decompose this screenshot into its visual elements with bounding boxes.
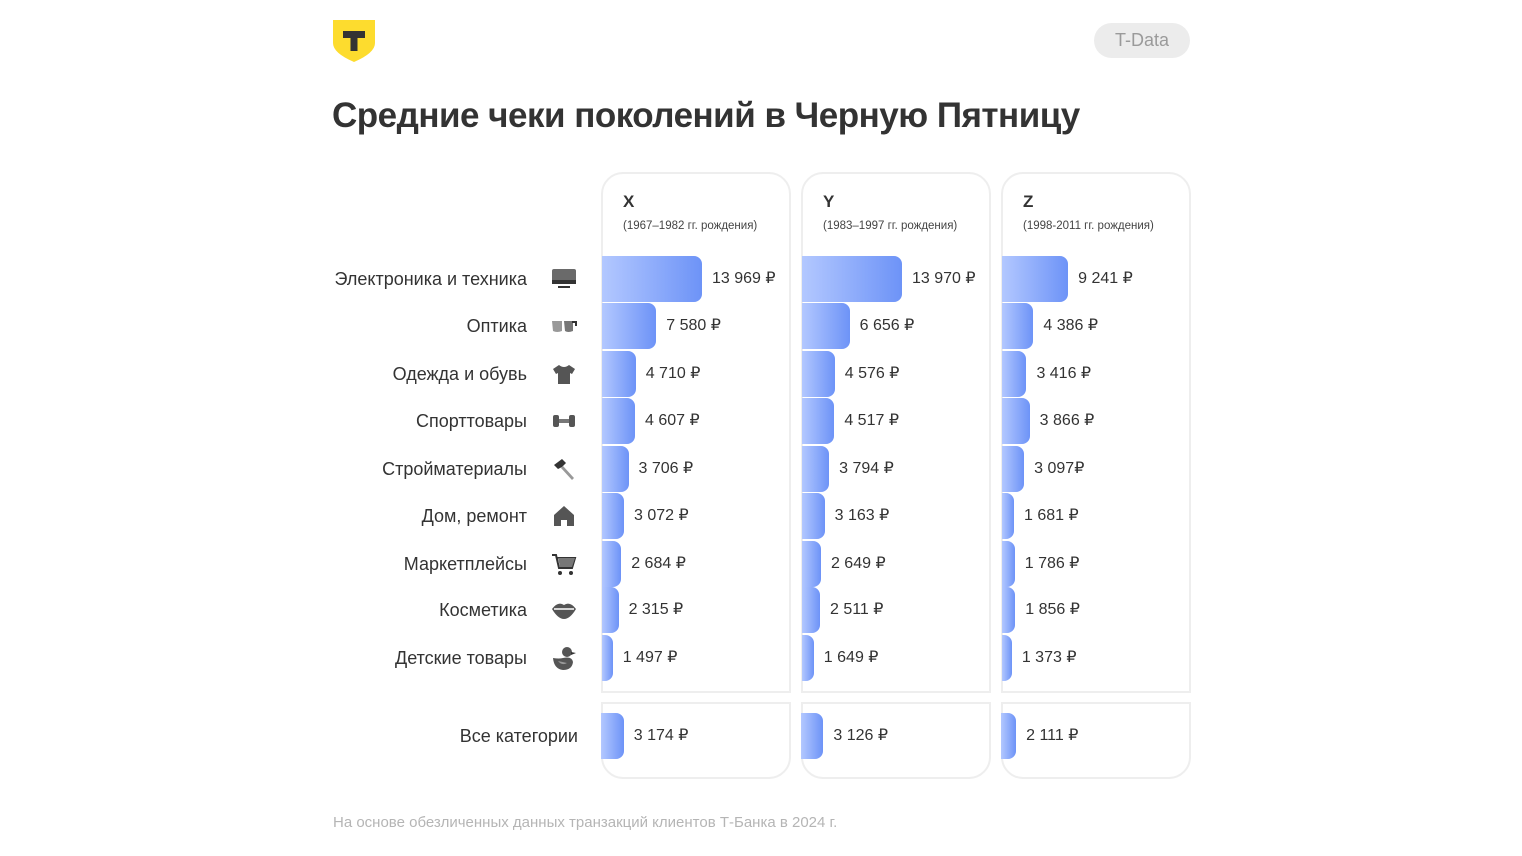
bar (1002, 587, 1016, 633)
bar (602, 493, 624, 539)
bar-value-label: 13 970 ₽ (912, 270, 976, 287)
bar-value-label: 7 580 ₽ (666, 317, 721, 334)
bar (1002, 446, 1025, 492)
dumbbell-icon (553, 415, 575, 427)
bar (602, 398, 635, 444)
bar (802, 256, 902, 302)
bar (802, 587, 820, 633)
generation-name: Z (1023, 192, 1034, 211)
bar-value-label: 3 866 ₽ (1039, 412, 1095, 429)
bar (1002, 351, 1027, 397)
bar-value-label: 3 706 ₽ (638, 460, 694, 477)
category-label: Электроника и техника (334, 269, 527, 289)
bar-value-label: 1 649 ₽ (823, 649, 879, 666)
glasses-icon (552, 321, 577, 332)
total-bar (1001, 713, 1017, 759)
bar (602, 635, 613, 681)
generation-years: (1998-2011 гг. рождения) (1023, 220, 1154, 232)
category-label: Стройматериалы (382, 459, 527, 479)
monitor-icon (552, 269, 576, 288)
bar (1002, 303, 1034, 349)
bar-value-label: 3 072 ₽ (633, 507, 689, 524)
bar-value-label: 2 511 ₽ (829, 601, 884, 618)
bar (1002, 398, 1030, 444)
bar-value-label: 3 097₽ (1034, 460, 1085, 477)
generation-years: (1983–1997 гг. рождения) (823, 220, 958, 232)
bar-value-label: 4 576 ₽ (844, 365, 900, 382)
page-title: Средние чеки поколений в Черную Пятницу (332, 96, 1080, 135)
bar (802, 541, 821, 587)
total-value-label: 3 174 ₽ (633, 727, 689, 744)
category-label: Оптика (466, 316, 527, 336)
generation-years: (1967–1982 гг. рождения) (623, 220, 758, 232)
bar-value-label: 1 681 ₽ (1024, 507, 1079, 524)
bar-value-label: 1 497 ₽ (622, 649, 678, 666)
category-label: Детские товары (395, 648, 527, 668)
bar (802, 303, 850, 349)
bar-value-label: 2 649 ₽ (830, 555, 886, 572)
bar-value-label: 6 656 ₽ (859, 317, 915, 334)
generation-name: Y (823, 192, 835, 211)
bar (602, 351, 636, 397)
bar-value-label: 4 517 ₽ (844, 412, 899, 429)
t-data-badge: T-Data (1094, 23, 1190, 58)
category-label: Дом, ремонт (421, 506, 527, 526)
bar-value-label: 1 373 ₽ (1021, 649, 1077, 666)
bar (602, 303, 657, 349)
footnote: На основе обезличенных данных транзакций… (333, 814, 838, 831)
generation-name: X (623, 192, 635, 211)
bar-value-label: 3 416 ₽ (1036, 365, 1092, 382)
generation-total-card-z (1001, 702, 1191, 779)
bar (802, 398, 835, 444)
bar-value-label: 4 710 ₽ (645, 365, 701, 382)
category-label: Одежда и обувь (392, 364, 527, 384)
total-value-label: 2 111 ₽ (1026, 727, 1079, 744)
bar (1002, 541, 1015, 587)
bar-value-label: 1 856 ₽ (1025, 601, 1080, 618)
bar (802, 493, 825, 539)
bar-value-label: 2 315 ₽ (628, 601, 684, 618)
bar (602, 541, 622, 587)
bar-value-label: 4 386 ₽ (1043, 317, 1099, 334)
bar (802, 446, 830, 492)
bar-value-label: 4 607 ₽ (644, 412, 700, 429)
t-bank-logo (333, 20, 375, 62)
total-category-label: Все категории (459, 726, 578, 746)
category-label: Косметика (439, 600, 527, 620)
bar (602, 587, 619, 633)
category-label: Спорттовары (416, 411, 527, 431)
bar (602, 446, 629, 492)
bar-value-label: 1 786 ₽ (1024, 555, 1080, 572)
total-bar (801, 713, 824, 759)
lips-icon (552, 603, 576, 619)
bar (602, 256, 702, 302)
bar-value-label: 3 163 ₽ (834, 507, 890, 524)
bar (1002, 635, 1012, 681)
bar-value-label: 9 241 ₽ (1078, 270, 1133, 287)
category-label: Маркетплейсы (403, 554, 527, 574)
total-bar (601, 713, 624, 759)
bar (1002, 493, 1015, 539)
bar (802, 635, 814, 681)
bar-value-label: 2 684 ₽ (631, 555, 686, 572)
house-icon (554, 506, 574, 526)
generation-total-card-y (801, 702, 991, 779)
bar-value-label: 13 969 ₽ (711, 270, 776, 287)
total-value-label: 3 126 ₽ (833, 727, 889, 744)
duck-icon (553, 647, 576, 670)
generation-total-card-x (601, 702, 791, 779)
hammer-icon (554, 459, 574, 480)
bar (802, 351, 835, 397)
bar (1002, 256, 1069, 302)
bar-value-label: 3 794 ₽ (839, 460, 894, 477)
cart-icon (552, 554, 577, 575)
tshirt-icon (553, 365, 575, 384)
